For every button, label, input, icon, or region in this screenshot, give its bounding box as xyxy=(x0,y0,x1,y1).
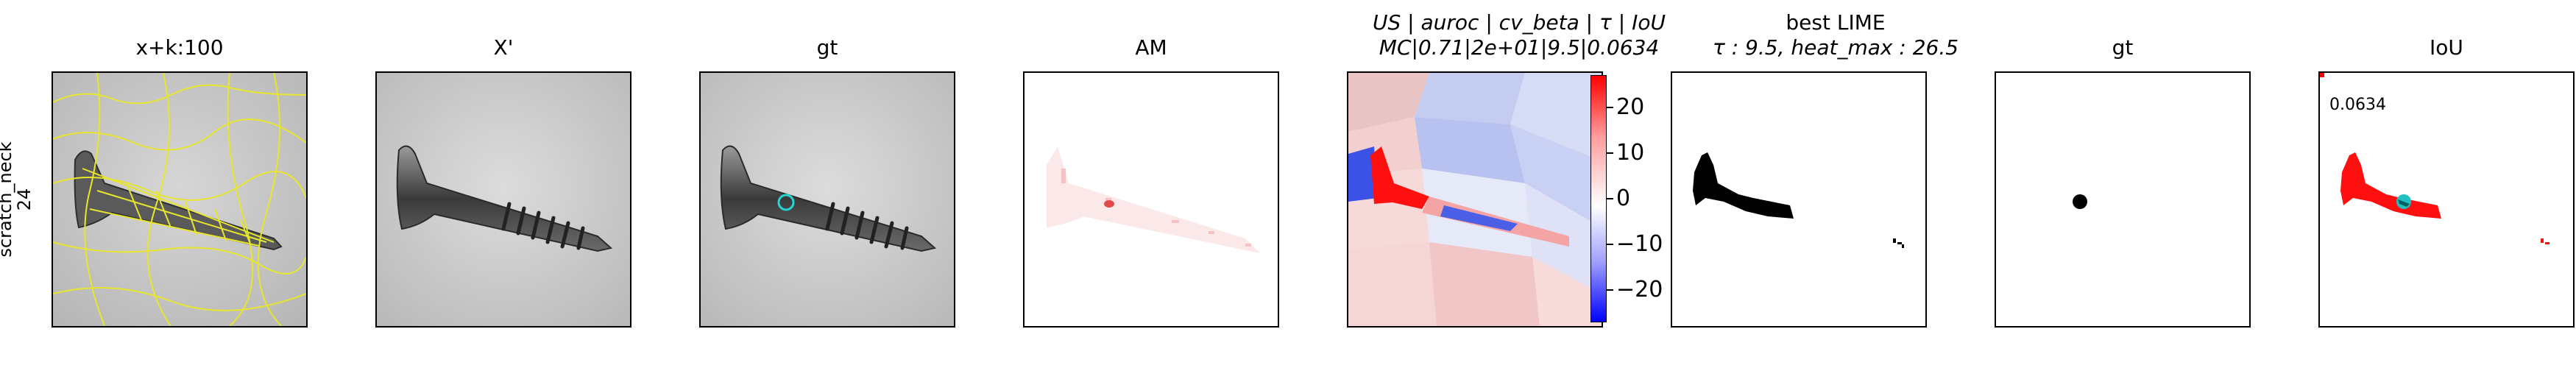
ground-truth-overlay-image xyxy=(699,71,955,328)
panel-title-1: x+k:100 xyxy=(135,35,224,60)
lime-mask-image xyxy=(1671,71,1927,328)
iou-overlay-image xyxy=(2318,71,2575,328)
colorbar-tick xyxy=(1607,198,1613,199)
colorbar-tick-label: 10 xyxy=(1616,140,1645,166)
panel-title-6-line1: best LIME xyxy=(1786,10,1886,35)
attribution-map xyxy=(1023,71,1279,328)
panel-title-5-line1: US | auroc | cv_beta | τ | IoU xyxy=(1373,10,1666,35)
superpixel-overlay-image xyxy=(52,71,308,328)
heatmap-regions xyxy=(1348,73,1602,326)
superpixel-contours xyxy=(53,73,306,326)
gt-defect-marker xyxy=(777,194,795,211)
screw-shape xyxy=(720,145,937,252)
colorbar-tick-label: −20 xyxy=(1616,277,1663,302)
panel-title-4: AM xyxy=(1135,35,1167,60)
iou-prediction-mask xyxy=(2340,152,2550,244)
colorbar-tick xyxy=(1607,289,1613,291)
ground-truth-mask-image xyxy=(1995,71,2251,328)
panel-title-6: best LIME τ : 9.5, heat_max : 26.5 xyxy=(1634,10,2037,60)
colorbar-tick-label: 0 xyxy=(1616,185,1631,211)
colorbar-tick-label: 20 xyxy=(1616,94,1645,120)
panel-title-8: IoU xyxy=(2430,35,2463,60)
panel-title-2: X' xyxy=(493,35,514,60)
original-image xyxy=(375,71,631,328)
colorbar xyxy=(1590,75,1607,322)
colorbar-tick xyxy=(1607,244,1613,245)
attribution-hotspot xyxy=(1104,200,1114,208)
panel-title-6-line2: τ : 9.5, heat_max : 26.5 xyxy=(1712,35,1959,60)
panel-title-3: gt xyxy=(816,35,838,60)
colorbar-tick-label: −10 xyxy=(1616,231,1663,257)
heatmap-image xyxy=(1347,71,1603,328)
colorbar-tick xyxy=(1607,107,1613,108)
panel-title-5-line2: MC|0.71|2e+01|9.5|0.0634 xyxy=(1379,35,1660,60)
iou-value-annotation: 0.0634 xyxy=(2329,96,2386,114)
row-label-name: scratch_neck xyxy=(0,141,15,258)
panel-title-7: gt xyxy=(2112,35,2134,60)
colorbar-tick xyxy=(1607,152,1613,154)
row-label-index: 24 xyxy=(14,188,35,211)
gt-mask-blob xyxy=(2073,194,2087,209)
row-label: scratch_neck 24 xyxy=(0,71,35,328)
lime-mask xyxy=(1693,152,1904,248)
panel-title-5: US | auroc | cv_beta | τ | IoU MC|0.71|2… xyxy=(1273,10,1765,60)
screw-shape xyxy=(396,145,613,252)
